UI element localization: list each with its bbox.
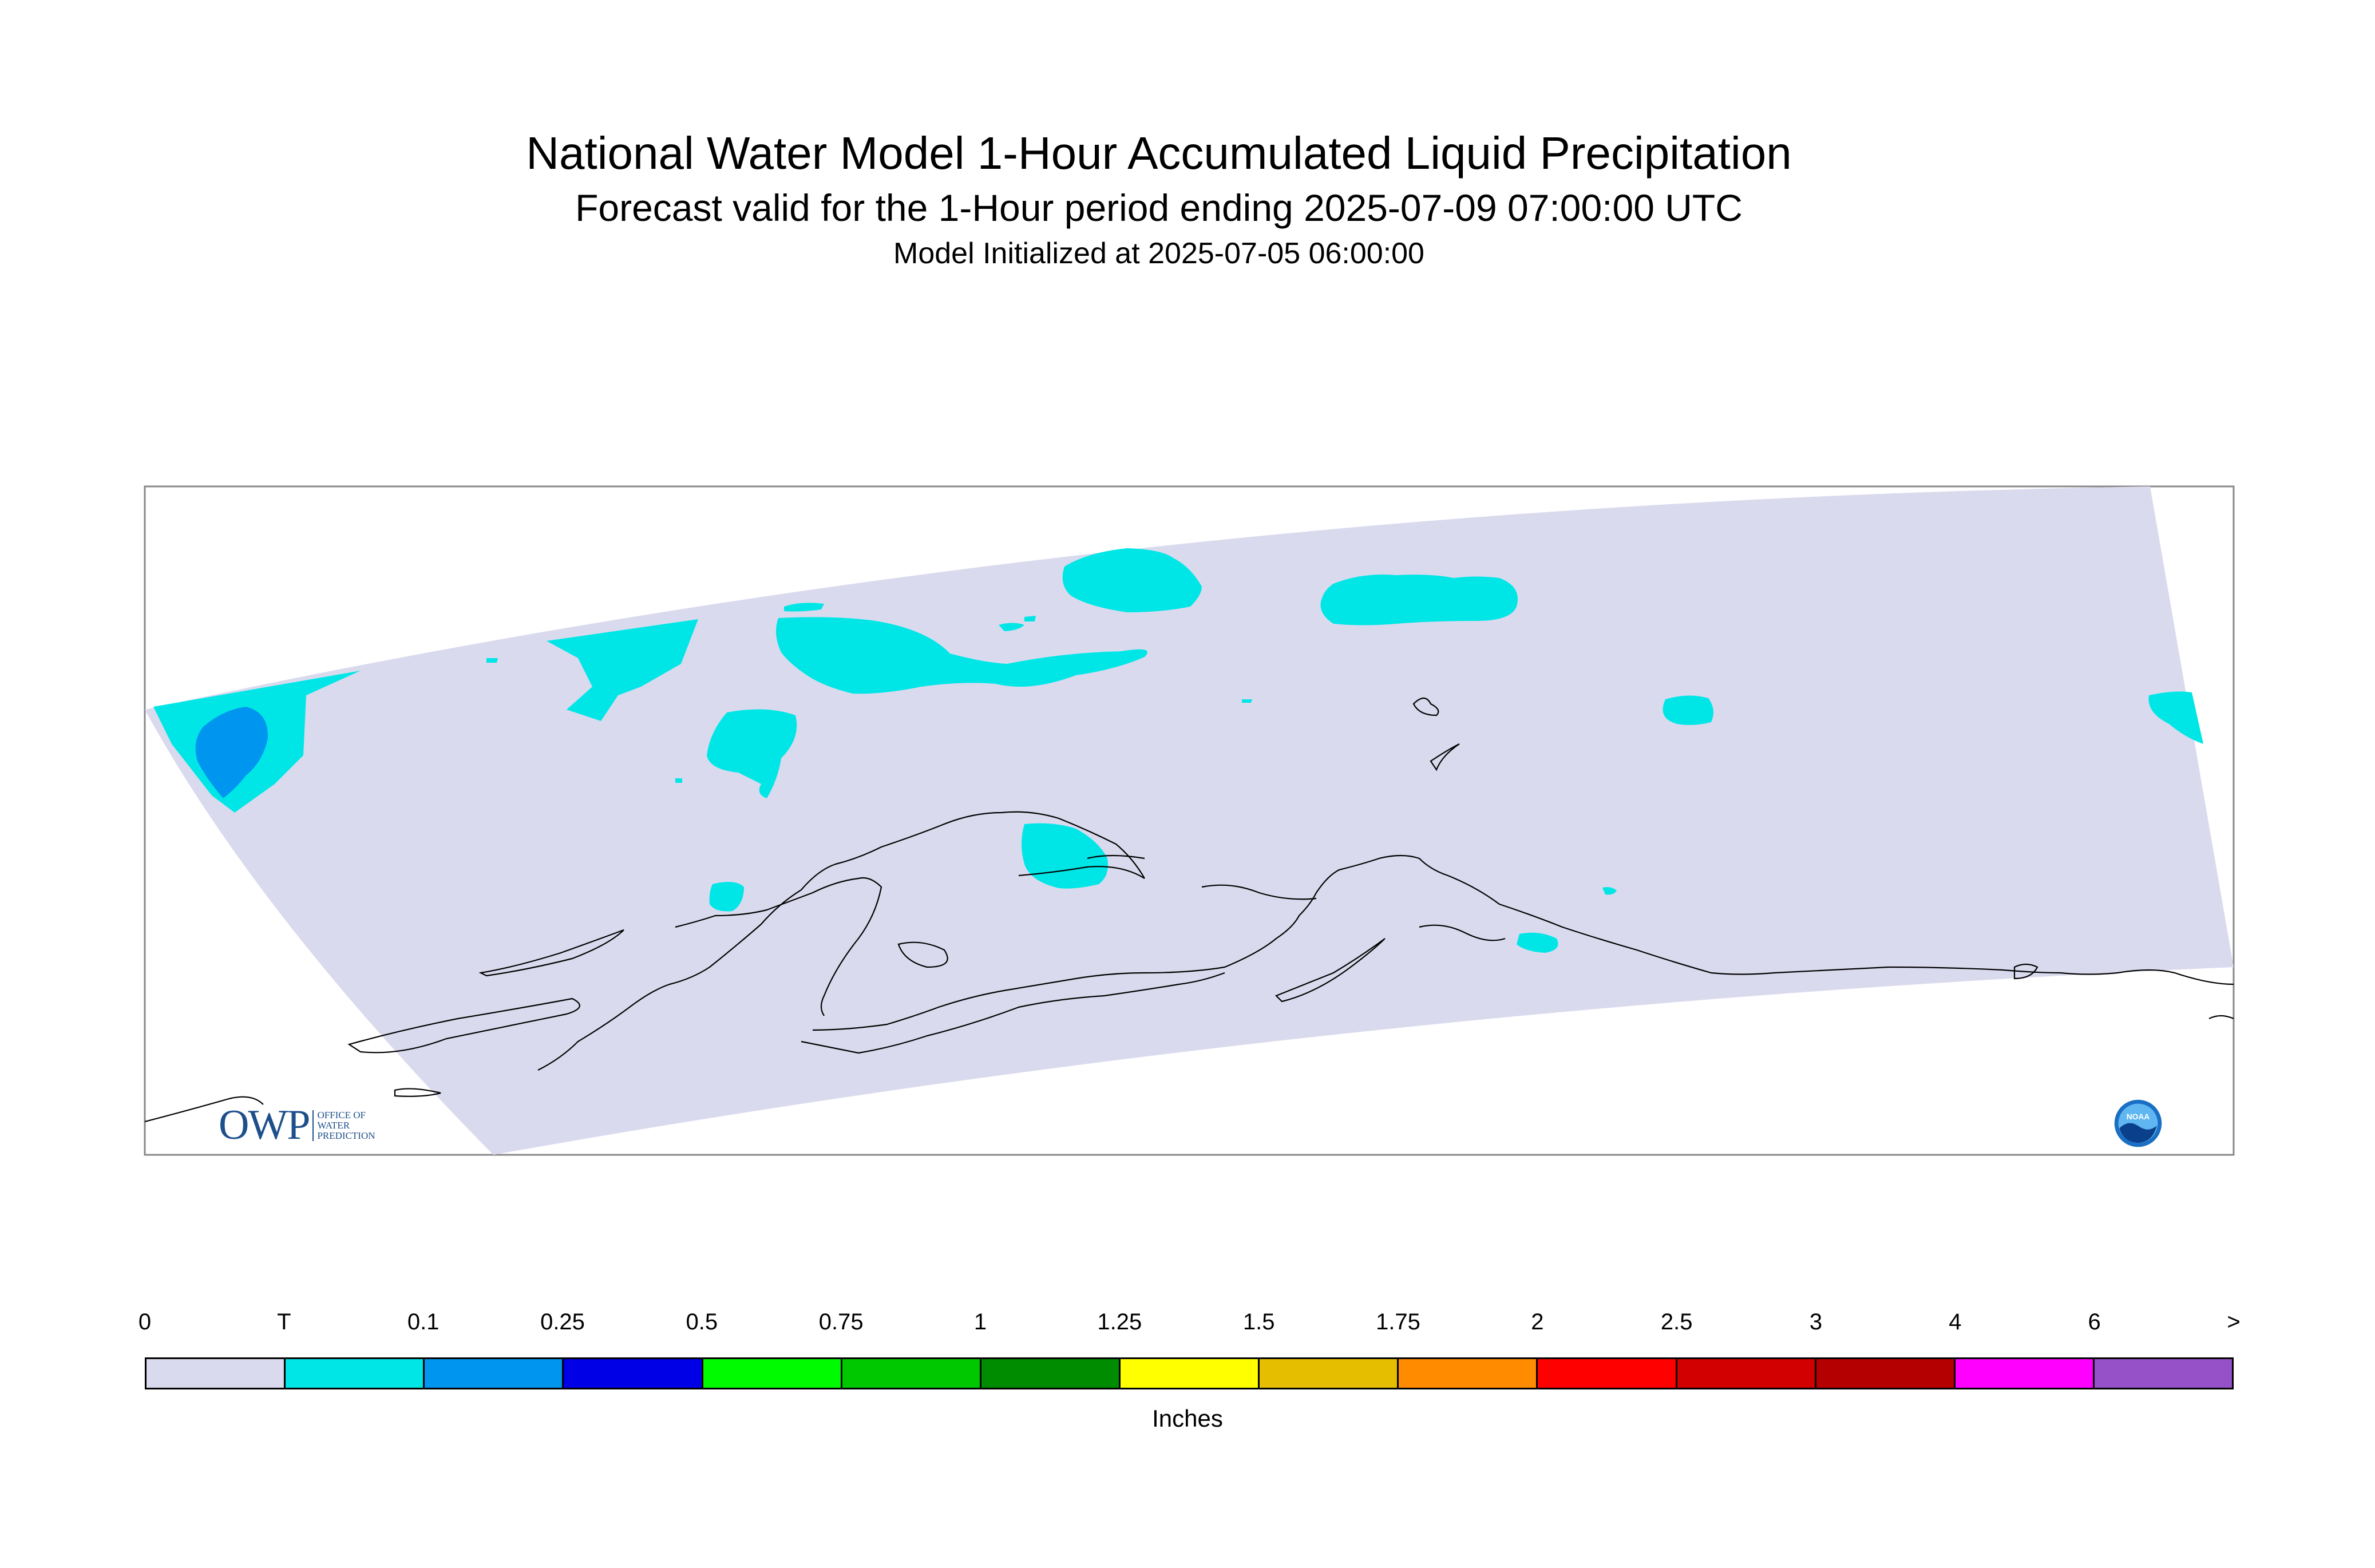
- legend-tick-label: 6: [2088, 1309, 2101, 1335]
- legend-tick-label: >: [2227, 1309, 2241, 1335]
- coastline: [1087, 854, 1145, 860]
- legend-tick-label: 0.25: [540, 1309, 585, 1335]
- precip-area: [1602, 887, 1617, 895]
- coastline: [1430, 743, 1460, 771]
- precip-area: [1022, 823, 1108, 889]
- legend-color-bin: [1399, 1359, 1538, 1388]
- legend-color-bin: [981, 1359, 1121, 1388]
- precip-area: [1320, 575, 1518, 625]
- precip-area: [707, 709, 797, 798]
- legend-color-bin: [1538, 1359, 1677, 1388]
- legend-color-bin: [564, 1359, 703, 1388]
- legend-tick-label: 0.75: [818, 1309, 864, 1335]
- coastline: [394, 1088, 441, 1097]
- legend-tick-label: 0.1: [407, 1309, 440, 1335]
- coastlines: [145, 697, 2234, 1123]
- precip-core: [195, 707, 268, 798]
- coastline: [347, 997, 580, 1054]
- owp-logo-text: OFFICE OF WATER PREDICTION: [312, 1110, 375, 1141]
- legend-color-bin: [286, 1359, 425, 1388]
- coastline: [675, 877, 882, 1016]
- coastline: [1201, 884, 1317, 900]
- legend-color-bin: [147, 1359, 286, 1388]
- precip-area: [784, 603, 824, 612]
- legend-tick-label: 2.5: [1660, 1309, 1693, 1335]
- precip-area: [709, 882, 744, 912]
- legend-tick-label: 0.5: [686, 1309, 718, 1335]
- coastline: [2013, 963, 2038, 980]
- legend-tick-label: 1: [973, 1309, 987, 1335]
- legend-color-bin: [425, 1359, 564, 1388]
- legend-labels: 0 T 0.1 0.25 0.5 0.75 1 1.25 1.5 1.75 2 2.5 3 4 6 >: [0, 1308, 2375, 1342]
- precip-area: [2148, 691, 2203, 744]
- precip-area: [999, 623, 1024, 631]
- precip-area: [1242, 699, 1252, 703]
- svg-text:NOAA: NOAA: [2127, 1112, 2150, 1121]
- precip-area: [486, 658, 498, 663]
- legend-tick-label: 1.5: [1242, 1309, 1275, 1335]
- coastline: [2208, 1015, 2234, 1020]
- precip-area: [675, 778, 682, 783]
- map-title: National Water Model 1-Hour Accumulated …: [526, 128, 1792, 179]
- owp-logo: OWP OFFICE OF WATER PREDICTION: [219, 1101, 375, 1150]
- owp-logo-mark: OWP: [219, 1102, 310, 1149]
- precip-area: [1024, 616, 1036, 621]
- coastline: [812, 854, 2234, 1031]
- precip-area: [547, 619, 698, 721]
- precip-trace-areas: [153, 548, 2203, 953]
- coastline: [1018, 866, 1145, 879]
- legend-color-bar: [145, 1357, 2234, 1389]
- coastline: [1412, 697, 1439, 716]
- legend-color-bin: [703, 1359, 842, 1388]
- legend-color-bin: [1816, 1359, 1956, 1388]
- legend-tick-label: 1.75: [1376, 1309, 1420, 1335]
- coastline: [801, 972, 1225, 1054]
- legend-color-bin: [1120, 1359, 1260, 1388]
- coastline: [537, 811, 1145, 1071]
- coastline: [897, 941, 948, 968]
- legend-color-bin: [2094, 1359, 2232, 1388]
- precip-area: [1662, 695, 1713, 725]
- noaa-logo: NOAA: [2114, 1099, 2162, 1147]
- legend-tick-label: 0: [138, 1309, 152, 1335]
- legend-tick-label: 3: [1809, 1309, 1823, 1335]
- model-init-time: Model Initialized at 2025-07-05 06:00:00: [893, 237, 1424, 270]
- precip-area: [1517, 932, 1558, 953]
- legend-color-bin: [842, 1359, 981, 1388]
- legend-color-bin: [1260, 1359, 1399, 1388]
- legend-tick-label: 2: [1531, 1309, 1544, 1335]
- map-subtitle: Forecast valid for the 1-Hour period end…: [575, 187, 1743, 229]
- precip-area: [1062, 548, 1202, 612]
- legend-color-bin: [1955, 1359, 2095, 1388]
- coastline: [1419, 924, 1506, 941]
- legend-tick-label: T: [277, 1309, 291, 1335]
- coastline: [478, 929, 624, 977]
- legend-units: Inches: [1152, 1405, 1223, 1432]
- precip-area: [776, 617, 1147, 694]
- coastline: [1275, 938, 1386, 1003]
- legend-tick-label: 4: [1949, 1309, 1962, 1335]
- coastline: [145, 1096, 264, 1123]
- title-block: National Water Model 1-Hour Accumulated …: [0, 125, 2318, 274]
- legend-color-bin: [1677, 1359, 1816, 1388]
- legend-tick-label: 1.25: [1097, 1309, 1142, 1335]
